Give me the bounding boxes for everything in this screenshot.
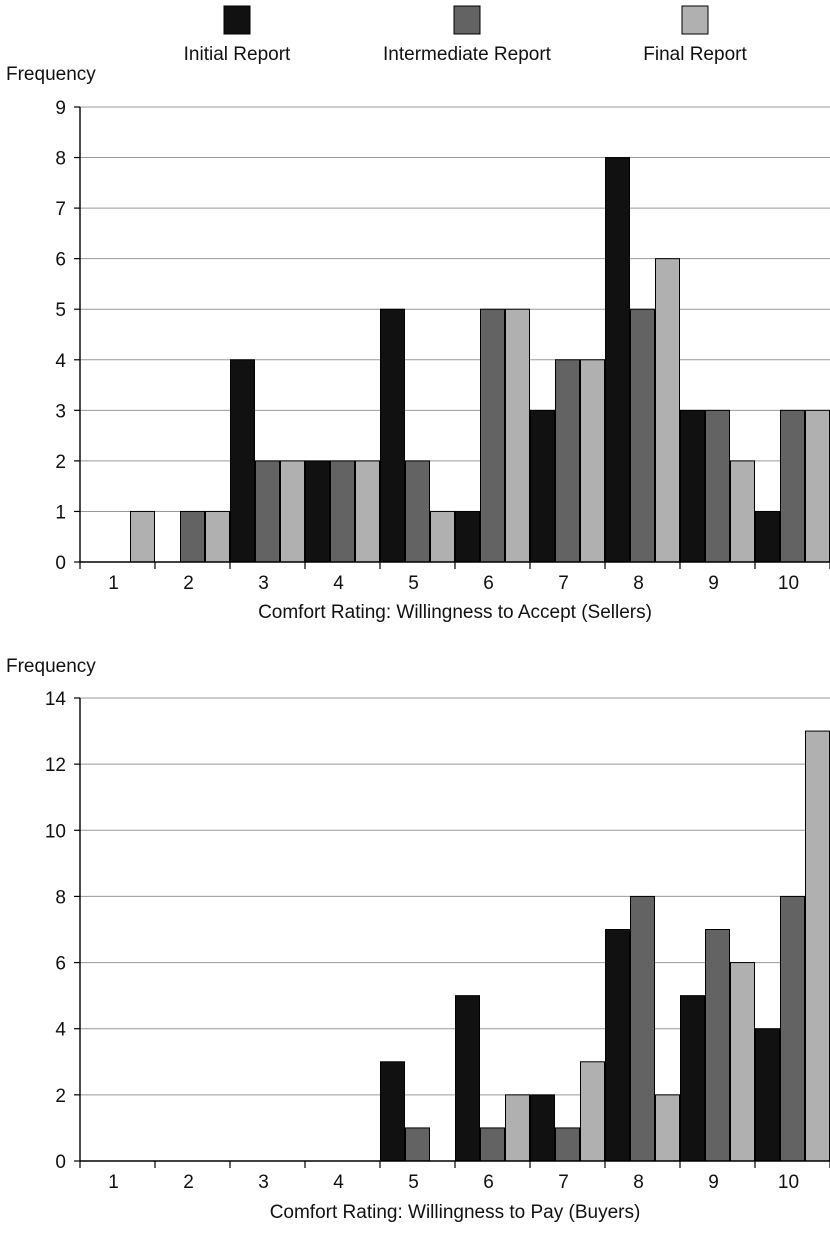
legend-swatch-final xyxy=(681,5,709,35)
y-tick-label: 0 xyxy=(55,553,66,574)
bar-initial xyxy=(680,409,705,563)
y-tick-label: 5 xyxy=(55,300,66,321)
bar-final xyxy=(580,359,605,563)
x-tick-label: 7 xyxy=(558,573,569,594)
legend-swatch-initial xyxy=(223,5,251,35)
y-tick-label: 0 xyxy=(55,1152,66,1173)
bar-initial xyxy=(755,510,780,563)
y-tick-label: 8 xyxy=(55,887,66,908)
x-tick-label: 8 xyxy=(633,573,644,594)
x-axis-title: Comfort Rating: Willingness to Accept (S… xyxy=(258,602,652,623)
x-tick-label: 3 xyxy=(258,573,269,594)
bar-final xyxy=(280,460,305,563)
y-tick-label: 6 xyxy=(55,250,66,271)
x-tick-label: 1 xyxy=(108,573,119,594)
y-tick-label: 4 xyxy=(55,1020,66,1041)
legend-label-intermediate: Intermediate Report xyxy=(383,44,552,65)
bar-final xyxy=(505,308,530,563)
sellers-chart: 0 1 2 3 4 5 6 7 8 9 1 2 3 4 5 6 7 8 9 10 Frequency Comfort Ra… xyxy=(6,64,830,623)
x-tick-label: 2 xyxy=(183,1172,194,1193)
x-tick-label: 4 xyxy=(333,573,344,594)
bar-intermediate xyxy=(780,895,805,1162)
y-tick-label: 12 xyxy=(45,755,66,776)
bar-intermediate xyxy=(480,1127,505,1162)
bar-intermediate xyxy=(705,929,730,1162)
y-axis-title: Frequency xyxy=(6,656,96,677)
bar-intermediate xyxy=(405,460,430,563)
bar-initial xyxy=(530,1094,555,1162)
bar-initial xyxy=(755,1028,780,1162)
legend-label-initial: Initial Report xyxy=(184,44,291,65)
y-tick-label: 4 xyxy=(55,351,66,372)
bar-initial xyxy=(380,308,405,563)
bar-intermediate xyxy=(555,1127,580,1162)
bar-intermediate xyxy=(330,460,355,563)
bar-intermediate xyxy=(180,510,205,563)
x-tick-label: 2 xyxy=(183,573,194,594)
x-tick-label: 10 xyxy=(778,1172,799,1193)
bar-intermediate xyxy=(405,1127,430,1162)
bar-final xyxy=(355,460,380,563)
x-tick-label: 3 xyxy=(258,1172,269,1193)
x-tick-label: 5 xyxy=(408,573,419,594)
bar-intermediate xyxy=(630,895,655,1162)
legend: Initial Report Intermediate Report Final… xyxy=(184,5,747,65)
bar-intermediate xyxy=(480,308,505,563)
bar-final xyxy=(805,409,830,563)
bar-final xyxy=(805,730,830,1162)
bar-final xyxy=(130,510,155,563)
bar-final xyxy=(505,1094,530,1162)
bar-initial xyxy=(680,995,705,1162)
y-tick-label: 9 xyxy=(55,98,66,119)
bar-initial xyxy=(455,510,480,563)
y-tick-label: 14 xyxy=(45,689,67,710)
y-tick-label: 7 xyxy=(55,199,66,220)
x-tick-label: 6 xyxy=(483,573,494,594)
y-tick-label: 6 xyxy=(55,954,66,975)
bar-final xyxy=(430,510,455,563)
x-tick-label: 9 xyxy=(708,573,719,594)
bar-initial xyxy=(605,157,630,563)
x-tick-label: 1 xyxy=(108,1172,119,1193)
bar-initial xyxy=(605,929,630,1162)
bar-intermediate xyxy=(630,308,655,563)
bar-intermediate xyxy=(255,460,280,563)
bar-initial xyxy=(380,1061,405,1162)
y-tick-label: 3 xyxy=(55,401,66,422)
y-tick-label: 2 xyxy=(55,452,66,473)
x-tick-label: 8 xyxy=(633,1172,644,1193)
bar-final xyxy=(730,962,755,1162)
bar-intermediate xyxy=(555,359,580,563)
bar-initial xyxy=(305,460,330,563)
x-tick-label: 6 xyxy=(483,1172,494,1193)
x-tick-label: 10 xyxy=(778,573,799,594)
y-tick-label: 1 xyxy=(55,502,66,523)
x-tick-label: 9 xyxy=(708,1172,719,1193)
bar-intermediate xyxy=(705,409,730,563)
bar-intermediate xyxy=(780,409,805,563)
bar-final xyxy=(205,510,230,563)
bar-final xyxy=(655,258,680,563)
bar-final xyxy=(655,1094,680,1162)
x-axis-title: Comfort Rating: Willingness to Pay (Buye… xyxy=(270,1202,641,1223)
y-axis-title: Frequency xyxy=(6,64,96,85)
bar-initial xyxy=(230,359,255,563)
bar-initial xyxy=(530,409,555,563)
x-tick-label: 7 xyxy=(558,1172,569,1193)
y-tick-label: 10 xyxy=(45,821,66,842)
bar-initial xyxy=(455,995,480,1162)
y-tick-label: 8 xyxy=(55,149,66,170)
legend-swatch-intermediate xyxy=(453,5,481,35)
x-tick-label: 5 xyxy=(408,1172,419,1193)
legend-label-final: Final Report xyxy=(643,44,747,65)
x-tick-label: 4 xyxy=(333,1172,344,1193)
y-tick-label: 2 xyxy=(55,1086,66,1107)
bar-final xyxy=(730,460,755,563)
bar-final xyxy=(580,1061,605,1162)
